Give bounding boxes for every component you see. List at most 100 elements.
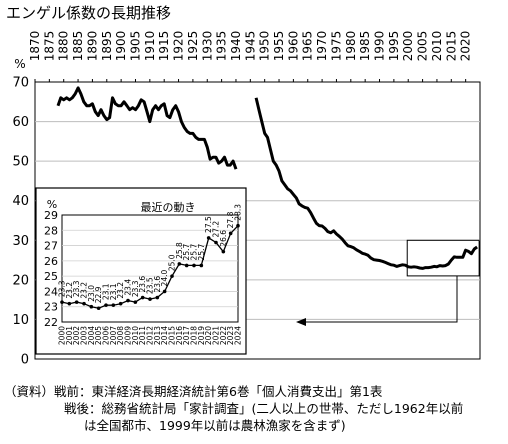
inset-y-tick-label: 23	[44, 301, 58, 314]
main-x-tick-label: 1970	[315, 31, 329, 62]
main-x-tick-label: 1990	[373, 31, 387, 62]
inset-data-point	[74, 300, 79, 304]
main-y-tick-label: 10	[12, 313, 29, 328]
inset-y-tick-label: 26	[44, 255, 58, 268]
inset-data-point	[184, 263, 189, 268]
inset-data-point	[162, 289, 167, 294]
inset-data-point	[228, 231, 233, 236]
inset-y-tick-label: 25	[44, 270, 58, 283]
main-x-tick-label: 1900	[114, 31, 128, 62]
inset-plot-frame	[61, 214, 239, 323]
inset-data-labels: 23.323.223.323.223.022.923.123.123.223.4…	[58, 204, 243, 303]
inset-x-tick-label: 2001	[65, 326, 74, 345]
inset-data-point	[214, 240, 218, 245]
main-y-tick-label: 20	[12, 273, 29, 288]
inset-data-label: 25.7	[197, 244, 206, 261]
zoom-arrowhead	[296, 318, 306, 326]
main-x-tick-label: 1885	[71, 31, 85, 62]
inset-data-point	[126, 298, 130, 303]
inset-data-label: 23.4	[124, 279, 133, 296]
inset-x-tick-label: 2012	[146, 326, 155, 345]
chart-title: エンゲル係数の長期推移	[6, 4, 172, 22]
main-x-tick-label: 1960	[286, 31, 300, 62]
inset-data-label: 23.3	[72, 280, 81, 297]
inset-data-point	[170, 274, 174, 278]
inset-data-label: 23.1	[109, 283, 118, 300]
inset-data-label: 23.6	[153, 276, 162, 293]
inset-y-tick-label: 29	[44, 209, 58, 222]
inset-y-tick-label: 24	[44, 285, 58, 298]
inset-data-label: 22.9	[94, 286, 103, 303]
inset-data-point	[177, 262, 182, 266]
inset-data-label: 23.0	[87, 285, 96, 302]
main-plot-frame	[34, 81, 481, 360]
inset-data-label: 23.3	[58, 280, 67, 297]
main-x-tick-label: 1910	[143, 31, 157, 62]
inset-data-label: 25.8	[175, 242, 184, 259]
inset-x-tick-label: 2008	[116, 326, 125, 345]
main-x-tick-labels: 1870 1875 1880 1885 1890 1895 1900 1905 1910 1915…	[28, 31, 473, 82]
inset-data-label: 23.5	[146, 277, 155, 294]
inset-data-point	[206, 236, 211, 240]
inset-data-label: 23.1	[102, 283, 111, 300]
main-y-tick-label: 70	[12, 76, 29, 91]
main-x-tick-label: 2000	[401, 31, 415, 62]
inset-data-point	[192, 263, 196, 268]
inset-x-tick-label: 2004	[87, 326, 96, 345]
main-y-unit-label: %	[14, 57, 25, 71]
main-y-tick-labels: 0 10 20 30 40 50 60 70	[12, 76, 29, 368]
source-note-line-3: は全国都市、1999年以前は農林漁家を含まず)	[84, 418, 346, 433]
main-x-tick-label: 1875	[42, 31, 56, 62]
main-x-tick-label: 1920	[172, 31, 186, 62]
inset-data-label: 25.7	[190, 244, 199, 261]
inset-x-tick-label: 2017	[182, 326, 191, 345]
inset-data-point	[221, 249, 226, 254]
source-note-line-1: （資料）戦前：東洋経済長期経済統計第6巻「個人消費支出」第1表	[4, 384, 383, 399]
main-y-tick-label: 60	[12, 115, 29, 130]
inset-series	[60, 223, 240, 311]
inset-data-point	[104, 303, 108, 307]
inset-x-tick-label: 2015	[168, 326, 177, 345]
main-x-tick-label: 1890	[85, 31, 99, 62]
inset-data-point	[118, 301, 123, 306]
inset-x-tick-label: 2003	[80, 326, 89, 345]
main-x-tick-label: 2010	[430, 31, 444, 62]
inset-x-tick-label: 2002	[72, 326, 81, 345]
main-x-tick-label: 1940	[229, 31, 243, 62]
inset-x-tick-label: 2018	[190, 326, 199, 345]
zoom-connector-line	[305, 275, 458, 323]
main-y-tick-label: 30	[12, 234, 29, 249]
inset-data-point	[89, 304, 94, 309]
inset-data-label: 27.8	[226, 211, 235, 228]
inset-x-tick-label: 2013	[153, 326, 162, 345]
inset-data-point	[133, 300, 138, 304]
inset-y-tick-label: 28	[44, 224, 58, 237]
inset-x-tick-label: 2023	[226, 326, 235, 345]
main-x-tick-label: 1880	[57, 31, 71, 62]
inset-data-point	[67, 301, 72, 306]
inset-data-label: 26.6	[219, 230, 228, 247]
inset-x-tick-label: 2005	[94, 326, 103, 345]
inset-data-label: 27.5	[204, 216, 213, 233]
inset-x-tick-label: 2022	[219, 326, 228, 345]
main-x-tick-label: 1955	[272, 31, 286, 62]
main-x-tick-label: 1980	[344, 31, 358, 62]
main-x-tick-label: 1905	[128, 31, 142, 62]
main-series-line	[254, 97, 478, 270]
inset-data-label: 25.7	[182, 244, 191, 261]
main-x-tick-label: 1975	[329, 31, 343, 62]
main-series-line	[56, 86, 238, 170]
main-x-tick-label: 1945	[243, 31, 257, 62]
main-x-tick-label: 1985	[358, 31, 372, 62]
inset-x-tick-label: 2021	[212, 326, 221, 345]
inset-data-label: 25.0	[168, 254, 177, 271]
inset-data-label: 28.3	[234, 204, 243, 221]
zoom-box	[406, 239, 480, 277]
inset-x-tick-label: 2010	[131, 326, 140, 345]
inset-data-label: 27.2	[212, 221, 221, 238]
main-x-tick-label: 1930	[200, 31, 214, 62]
inset-y-tick-label: 27	[44, 240, 58, 253]
inset-y-tick-label: 22	[44, 316, 58, 329]
